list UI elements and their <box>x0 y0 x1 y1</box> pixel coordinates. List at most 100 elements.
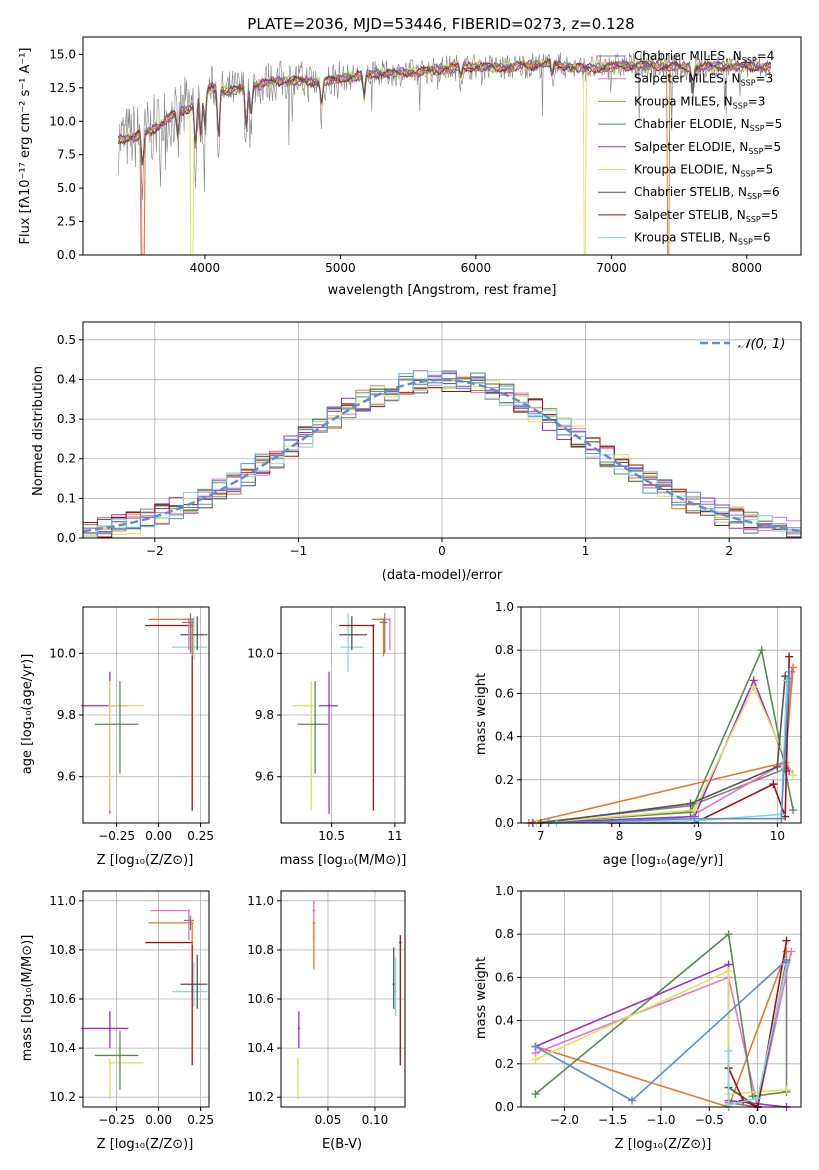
y-tick-label: 0.0 <box>57 531 76 545</box>
y-tick-label: 0.8 <box>495 643 514 657</box>
weight-line-kroupa-elodie <box>535 969 787 1095</box>
age-vs-z-axes: −0.25 0.00 0.25 9.6 9.8 10.0 <box>49 606 214 843</box>
legend-label: Chabrier ELODIE, NSSP=5 <box>634 117 782 133</box>
plus-marker <box>749 682 758 691</box>
mass-vs-ebv-xlabel: E(B-V) <box>322 1137 362 1152</box>
age-vs-mass-xlabel: mass [log₁₀(M/M⊙)] <box>280 853 407 868</box>
age-vs-z-ylabel: age [log₁₀(age/yr)] <box>20 654 35 775</box>
x-tick-label: −1.0 <box>646 1113 675 1127</box>
spectrum-model-line-salpeter-miles <box>117 58 772 255</box>
residuals-xlabel: (data-model)/error <box>382 568 503 583</box>
age-vs-mass-points <box>292 613 392 814</box>
data-point <box>108 1061 112 1065</box>
y-tick-label: 10.6 <box>247 992 274 1006</box>
y-tick-label: 11.0 <box>247 894 274 908</box>
y-tick-label: 10.0 <box>49 646 76 660</box>
legend-label: Kroupa STELIB, NSSP=6 <box>634 231 771 247</box>
legend-label: Chabrier STELIB, NSSP=6 <box>634 185 780 201</box>
data-point <box>191 618 194 621</box>
plus-marker <box>773 762 782 771</box>
spectrum-model-line-kroupa-miles <box>117 59 772 255</box>
plus-marker <box>690 806 699 815</box>
data-point <box>394 990 397 993</box>
data-point <box>297 1027 301 1030</box>
data-point <box>312 921 316 925</box>
data-point <box>108 704 112 707</box>
data-point <box>187 909 191 912</box>
residuals-legend: 𝒩(0, 1) <box>700 337 785 352</box>
plus-marker <box>789 771 798 780</box>
y-tick-label: 0.0 <box>495 816 514 830</box>
x-tick-label: 4000 <box>190 261 221 275</box>
plus-marker <box>757 646 766 655</box>
weight-line-chabrier-stelib <box>540 676 786 824</box>
age-vs-z-grid <box>83 607 209 823</box>
plus-marker <box>686 799 695 808</box>
data-point <box>382 618 385 621</box>
data-point <box>383 621 386 624</box>
figure-title: PLATE=2036, MJD=53446, FIBERID=0273, z=0… <box>247 15 634 33</box>
normal-curve-line <box>83 378 801 533</box>
y-tick-label: 1.0 <box>495 884 514 898</box>
y-tick-label: 10.6 <box>49 992 76 1006</box>
x-tick-label: 7000 <box>596 261 627 275</box>
residuals-panel: −2 −1 0 1 2 0.0 0.1 0.2 0.3 0.4 0.5 (data-model)/e… <box>31 321 802 583</box>
mass-vs-z-ylabel: mass [log₁₀(M/M⊙)] <box>20 935 35 1062</box>
x-tick-label: 0.25 <box>187 1113 214 1127</box>
x-tick-label: 8000 <box>732 261 763 275</box>
y-tick-label: 0.4 <box>495 730 514 744</box>
y-tick-label: 0.6 <box>495 686 514 700</box>
residuals-ylabel: Normed distribution <box>31 366 46 496</box>
legend-label: Kroupa MILES, NSSP=3 <box>634 94 765 110</box>
plus-marker <box>724 1100 733 1109</box>
y-tick-label: 0.3 <box>57 412 76 426</box>
y-tick-label: 9.8 <box>57 708 76 722</box>
weight-vs-age-axes: 7 8 9 10 0.0 0.2 0.4 0.6 0.8 1.0 <box>495 600 802 843</box>
y-tick-label: 10.4 <box>49 1041 76 1055</box>
y-tick-label: 10.4 <box>247 1041 274 1055</box>
plus-marker <box>690 814 699 823</box>
x-tick-label: 11 <box>387 829 402 843</box>
legend-label: Salpeter ELODIE, NSSP=5 <box>634 140 781 156</box>
y-tick-label: 9.6 <box>57 770 76 784</box>
plus-marker <box>724 930 733 939</box>
y-tick-label: 0.6 <box>495 970 514 984</box>
mass-vs-ebv-panel: 0.05 0.10 10.2 10.4 10.6 10.8 11.0 E(B-V) <box>247 890 406 1152</box>
x-tick-label: 0.05 <box>315 1113 342 1127</box>
data-point <box>118 1054 122 1057</box>
weight-line-chabrier-elodie <box>534 932 787 1098</box>
weight-vs-z-xlabel: Z [log₁₀(Z/Z⊙)] <box>615 1137 712 1152</box>
legend-label: Kroupa ELODIE, NSSP=5 <box>634 163 773 179</box>
x-tick-label: 0.00 <box>145 829 172 843</box>
data-point <box>310 704 313 707</box>
weight-line-salpeter-elodie <box>532 678 790 824</box>
y-tick-label: 10.8 <box>247 943 274 957</box>
y-tick-label: 0.4 <box>57 372 76 386</box>
x-tick-label: 6000 <box>461 261 492 275</box>
x-tick-label: 8 <box>616 829 624 843</box>
data-point <box>372 624 375 627</box>
x-tick-label: 10.5 <box>318 829 345 843</box>
data-point <box>118 723 122 726</box>
weight-vs-age-xlabel: age [log₁₀(age/yr)] <box>603 853 724 868</box>
x-tick-label: −1.5 <box>598 1113 627 1127</box>
y-tick-label: 10.0 <box>247 646 274 660</box>
age-vs-mass-axes: 10.5 11 9.6 9.8 10.0 <box>247 606 406 843</box>
age-vs-z-panel: −0.25 0.00 0.259.69.810.0 Z [log₁₀(Z/Z⊙)] … <box>20 606 214 868</box>
legend-label: 𝒩(0, 1) <box>738 337 785 352</box>
spectrum-xlabel: wavelength [Angstrom, rest frame] <box>328 283 557 298</box>
weight-vs-age-ylabel: mass weight <box>474 673 489 755</box>
x-tick-label: 0.10 <box>362 1113 389 1127</box>
y-tick-label: 1.0 <box>495 600 514 614</box>
x-tick-label: −0.5 <box>695 1113 724 1127</box>
plus-marker <box>753 1094 762 1103</box>
plus-marker <box>789 806 798 815</box>
y-tick-label: 12.5 <box>49 81 76 95</box>
plus-marker <box>782 936 791 945</box>
plus-marker <box>789 663 798 672</box>
plus-marker <box>724 966 733 975</box>
y-tick-label: 0.2 <box>57 452 76 466</box>
weight-vs-age-lines <box>524 646 798 827</box>
histogram-step-normal-curve <box>83 371 801 538</box>
plus-marker <box>782 1085 791 1094</box>
